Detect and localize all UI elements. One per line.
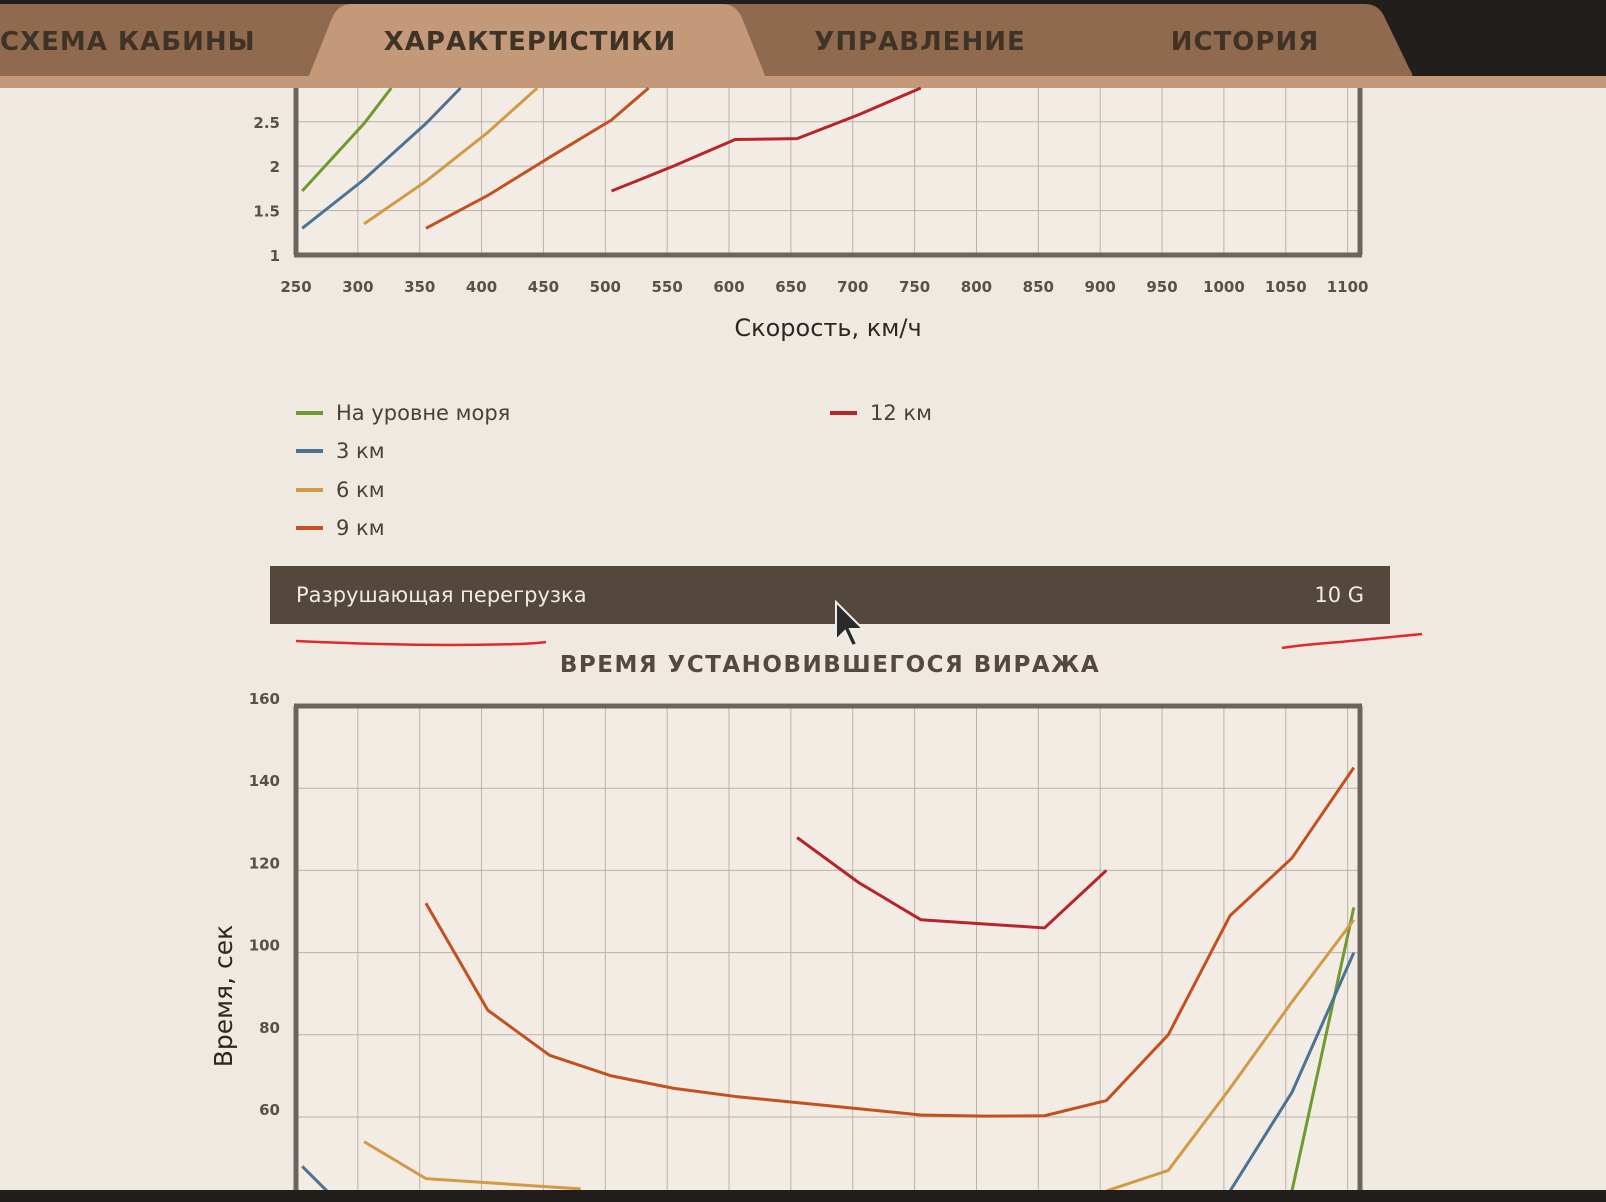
chart-legend: На уровне моря 3 км 6 км 9 км 12 км	[296, 398, 1356, 558]
series-line-km6	[363, 1140, 581, 1190]
legend-label: 9 км	[336, 516, 385, 540]
legend-label: 12 км	[870, 401, 932, 425]
legend-swatch	[296, 487, 323, 492]
y-axis-label: Время, сек	[209, 925, 238, 1067]
x-tick-label: 350	[404, 278, 435, 296]
legend-label: 3 км	[336, 439, 385, 463]
x-tick-label: 250	[280, 278, 311, 296]
plot-area	[296, 706, 1360, 1190]
tab-characteristics[interactable]: ХАРАКТЕРИСТИКИ	[383, 27, 677, 57]
x-tick-label: 450	[528, 278, 559, 296]
y-tick-label: 120	[249, 854, 280, 872]
tab-shape-active	[308, 4, 766, 78]
tab-history[interactable]: ИСТОРИЯ	[1170, 27, 1320, 57]
tab-cockpit-scheme[interactable]: СХЕМА КАБИНЫ	[0, 27, 256, 57]
y-tick-label: 80	[259, 1019, 280, 1037]
x-tick-label: 400	[466, 278, 497, 296]
legend-swatch	[296, 448, 323, 453]
plot-area	[296, 88, 1360, 255]
series-line-km3	[1228, 951, 1356, 1190]
series-line-km3	[301, 86, 462, 230]
series-line-sea_level	[301, 87, 393, 193]
y-tick-label: 100	[249, 937, 280, 955]
y-tick-label: 2	[270, 158, 280, 176]
x-tick-label: 750	[899, 278, 930, 296]
legend-item-12km[interactable]: 12 км	[830, 398, 932, 428]
x-tick-label: 500	[590, 278, 621, 296]
y-tick-label: 2.5	[253, 114, 280, 132]
tabs-background	[0, 4, 1606, 88]
series-line-km9	[425, 86, 650, 230]
legend-item-3km[interactable]: 3 км	[296, 436, 385, 466]
legend-item-6km[interactable]: 6 км	[296, 475, 385, 505]
y-tick-label: 1	[270, 247, 280, 265]
x-tick-label: 600	[713, 278, 744, 296]
ultimate-load-label: Разрушающая перегрузка	[296, 583, 587, 607]
top-nav-bar: СХЕМА КАБИНЫ ХАРАКТЕРИСТИКИ УПРАВЛЕНИЕ И…	[0, 0, 1606, 88]
legend-swatch	[296, 525, 323, 530]
series-line-km6	[1105, 918, 1356, 1190]
turn-time-chart-title: ВРЕМЯ УСТАНОВИВШЕГОСЯ ВИРАЖА	[559, 652, 1101, 678]
x-tick-label: 850	[1023, 278, 1054, 296]
ultimate-load-value: 10 G	[1314, 583, 1364, 607]
tab-controls[interactable]: УПРАВЛЕНИЕ	[814, 27, 1026, 57]
x-axis-label: Скорость, км/ч	[734, 314, 921, 342]
arrow-pointer-icon	[835, 600, 866, 648]
x-tick-label: 700	[837, 278, 868, 296]
series-line-km12	[610, 86, 922, 193]
series-line-km9	[424, 766, 1356, 1118]
y-tick-label: 140	[249, 772, 280, 790]
legend-item-sea-level[interactable]: На уровне моря	[296, 398, 510, 428]
x-tick-label: 1050	[1265, 278, 1307, 296]
x-tick-label: 1000	[1203, 278, 1245, 296]
x-tick-label: 800	[961, 278, 992, 296]
x-tick-label: 900	[1085, 278, 1116, 296]
y-tick-label: 160	[249, 690, 280, 708]
x-tick-label: 950	[1146, 278, 1177, 296]
tab-strip-underline	[0, 76, 1606, 88]
series-line-km6	[363, 86, 539, 226]
x-tick-label: 650	[775, 278, 806, 296]
legend-swatch	[296, 410, 323, 415]
x-tick-label: 550	[652, 278, 683, 296]
ultimate-load-row: Разрушающая перегрузка 10 G	[270, 566, 1390, 624]
x-tick-label: 300	[342, 278, 373, 296]
legend-swatch	[830, 410, 857, 415]
series-line-km12	[796, 836, 1108, 930]
legend-item-9km[interactable]: 9 км	[296, 513, 385, 543]
series-line-sea_level	[1290, 907, 1356, 1190]
legend-label: 6 км	[336, 478, 385, 502]
overload-chart: 1 1.5 2 2.5 250 300 350 400 450 500 550 600 650 700 75…	[253, 86, 1369, 342]
bottom-edge-bar	[0, 1190, 1606, 1202]
y-tick-label: 1.5	[253, 203, 280, 221]
series-line-km3	[301, 1165, 328, 1190]
y-tick-label: 60	[259, 1101, 280, 1119]
x-tick-label: 1100	[1327, 278, 1369, 296]
legend-label: На уровне моря	[336, 401, 511, 425]
